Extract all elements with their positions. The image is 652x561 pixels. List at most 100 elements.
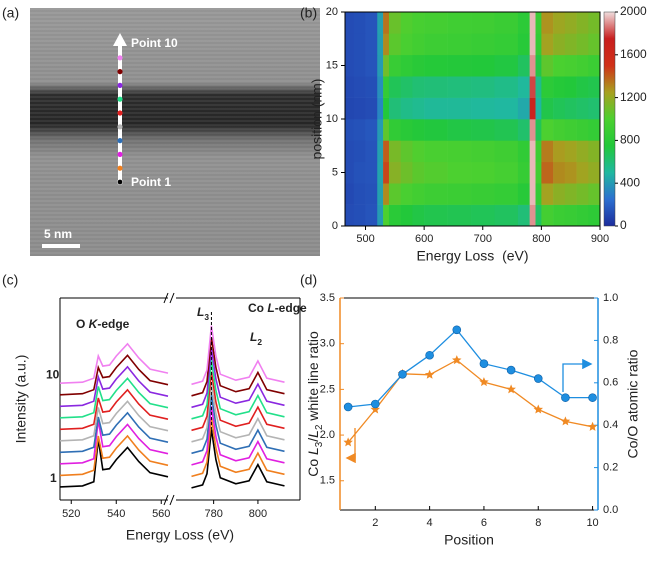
heat-cell (412, 54, 425, 77)
heat-cell (412, 33, 425, 56)
heat-cell (471, 183, 495, 205)
x-tick-label: 900 (591, 233, 609, 245)
y-tick-label: 10 (326, 113, 338, 125)
heat-cell (535, 140, 542, 163)
heat-cell (588, 33, 601, 56)
spectrum-line (59, 411, 169, 454)
heat-cell (377, 204, 384, 227)
heat-cell (517, 183, 530, 205)
heat-cell (383, 119, 390, 141)
heat-cell (424, 140, 448, 163)
heat-cell (494, 140, 519, 163)
heat-cell (383, 140, 390, 163)
heat-cell (388, 97, 401, 120)
heat-cell (365, 140, 378, 163)
spectrum-line (191, 383, 285, 443)
heat-cell (383, 204, 390, 227)
heat-cell (494, 97, 519, 120)
heat-cell (353, 76, 366, 98)
heat-cell (471, 119, 495, 141)
heat-cell (529, 12, 536, 34)
y-tick-label: 5 (332, 166, 338, 178)
star-marker (587, 421, 598, 431)
spectrum-line (191, 371, 285, 432)
heat-cell (424, 12, 448, 34)
x-tick-label: 6 (481, 517, 487, 529)
heat-cell (517, 12, 530, 34)
spectrum-line (191, 337, 285, 397)
heat-cell (564, 12, 577, 34)
colorbar-tick-label: 0 (620, 218, 627, 232)
heat-cell (447, 204, 472, 227)
y2-tick-label: 0.2 (603, 462, 618, 474)
label-part: 2 (314, 425, 325, 430)
spectrum-line (59, 388, 169, 431)
heat-cell (517, 161, 530, 184)
heat-cell (576, 204, 589, 227)
label-part: O (76, 317, 89, 331)
spectrum-line (59, 354, 169, 396)
circle-marker (452, 325, 462, 335)
heat-cell (564, 33, 577, 56)
heat-cell (564, 183, 577, 205)
heat-cell (377, 97, 384, 120)
heat-cell (517, 119, 530, 141)
heat-cell (541, 12, 554, 34)
heat-cell (424, 161, 448, 184)
star-marker (533, 404, 543, 414)
annotation: O K-edge (76, 317, 130, 331)
spectrum-line (191, 394, 285, 455)
heat-cell (576, 140, 589, 163)
heat-cell (576, 33, 589, 56)
heat-cell (365, 54, 378, 77)
heat-cell (576, 161, 589, 184)
heat-cell (353, 140, 366, 163)
heat-cell (377, 183, 384, 205)
colorbar-tick-label: 1600 (620, 47, 647, 61)
heat-cell (553, 12, 566, 34)
heat-cell (345, 140, 355, 163)
x-tick-label: 4 (427, 517, 433, 529)
heat-cell (388, 33, 401, 56)
annotation: L3 (197, 305, 209, 322)
heat-cell (471, 204, 495, 227)
x-tick-label: 540 (107, 508, 125, 520)
heat-cell (345, 54, 355, 77)
heat-cell (494, 183, 519, 205)
heat-cell (471, 161, 495, 184)
heat-cell (447, 12, 472, 34)
heat-cell (412, 161, 425, 184)
star-marker (343, 437, 353, 447)
lattice-texture (30, 8, 320, 256)
heat-cell (535, 119, 542, 141)
circle-marker (506, 365, 516, 375)
heat-cell (535, 183, 542, 205)
point-marker (117, 110, 123, 116)
heat-cell (588, 183, 601, 205)
heat-cell (345, 183, 355, 205)
panel-label: (c) (2, 272, 18, 288)
heat-cell (447, 140, 472, 163)
heat-cell (541, 161, 554, 184)
heat-cell (541, 54, 554, 77)
heat-cell (529, 204, 536, 227)
heat-cell (553, 33, 566, 56)
y-axis-label: position (nm) (309, 79, 325, 160)
label-part: -edge (275, 301, 307, 315)
spectrum-line (191, 325, 285, 386)
heat-cell (517, 76, 530, 98)
heat-cell (353, 33, 366, 56)
spectrum-line (59, 439, 169, 488)
spectrum-line (191, 417, 285, 478)
heat-cell (412, 76, 425, 98)
heat-cell (345, 204, 355, 227)
heat-cell (447, 119, 472, 141)
heat-cell (576, 97, 589, 120)
heat-cell (553, 161, 566, 184)
heat-cell (377, 161, 384, 184)
heat-cell (424, 54, 448, 77)
x-tick-label: 500 (356, 233, 374, 245)
heat-cell (471, 12, 495, 34)
spectrum-line (191, 360, 285, 420)
heat-cell (412, 97, 425, 120)
